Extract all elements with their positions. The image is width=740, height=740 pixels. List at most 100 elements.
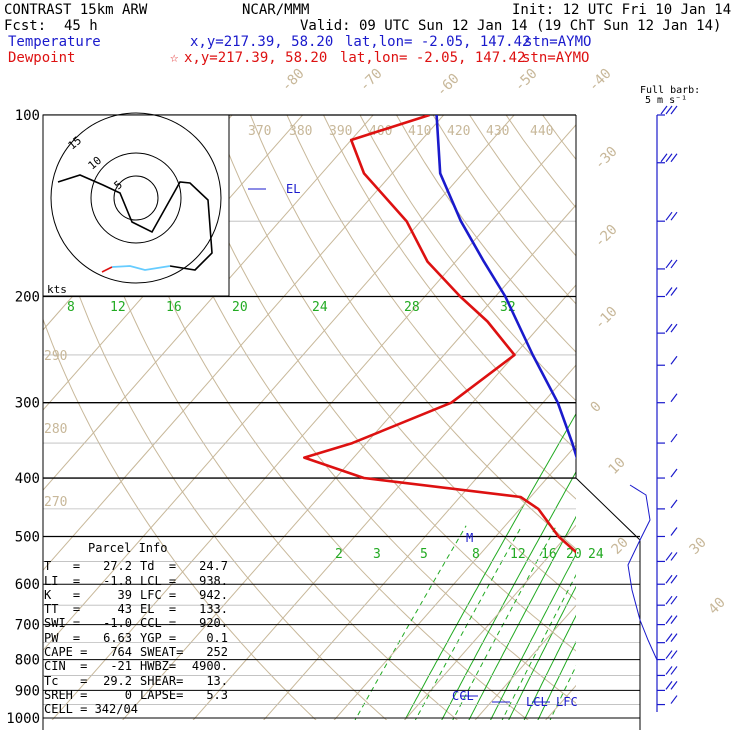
- parcel-info-cell: CAPE =: [44, 645, 88, 660]
- parcel-info-cell: -1.0: [103, 616, 132, 631]
- parcel-info-cell: TT =: [44, 602, 81, 617]
- wind-barb-flag: [670, 527, 678, 536]
- pressure-tick-label: 300: [15, 396, 40, 412]
- parcel-info-cell: K =: [44, 587, 81, 602]
- isotherm-label: 20: [609, 535, 632, 558]
- dry-adiabat-line: [140, 115, 576, 704]
- mixing-ratio-line: [414, 525, 523, 720]
- mixing-ratio-line: [354, 525, 467, 720]
- wind-barb-flag: [670, 355, 678, 365]
- temperature-legend: Temperature: [8, 34, 101, 50]
- init-time: Init: 12 UTC Fri 10 Jan 14: [512, 2, 732, 18]
- sounding-series: [302, 115, 576, 554]
- dry-adiabat-line: [396, 115, 576, 353]
- wind-barb-flag: [670, 595, 678, 605]
- wind-barb-flag: [670, 633, 678, 643]
- dry-adiabat-line: [250, 115, 576, 550]
- parcel-info-cell: 942.: [199, 587, 228, 602]
- wind-barb-flag: [665, 287, 673, 296]
- isotherm-line: [192, 284, 576, 720]
- wind-barb-flag: [670, 650, 678, 659]
- mixing-ratio-line: [667, 526, 740, 731]
- wind-barb-flag: [665, 574, 673, 584]
- parcel-info-cell: 0.1: [206, 630, 228, 645]
- wind-barb-flag: [670, 574, 678, 584]
- valid-time: Valid: 09 UTC Sun 12 Jan 14 (19 ChT Sun …: [300, 18, 722, 34]
- parcel-info-cell: Td =: [140, 559, 177, 574]
- parcel-info-panel: Parcel Info T = 27.2 Td = 24.7 LI = -1.8 LCL =…: [44, 541, 244, 717]
- parcel-info-cell: LI =: [44, 573, 81, 588]
- parcel-info-cell: HWBZ=: [140, 659, 177, 674]
- dry-adiabat-line: [359, 115, 576, 402]
- parcel-info-cell: PW =: [44, 630, 81, 645]
- mixing-ratio-label: 12: [110, 300, 126, 315]
- dry-adiabat-line: [505, 115, 576, 209]
- wind-barb-flag: [670, 433, 678, 443]
- theta-label: 280: [44, 422, 67, 437]
- isotherm-line: [333, 444, 576, 720]
- isotherm-label: -40: [586, 66, 615, 95]
- mixing-ratio-label: 8: [472, 547, 480, 562]
- wind-barb-flag: [670, 552, 678, 561]
- temperature-station: stn=AYMO: [524, 34, 592, 50]
- isotherm-label: -20: [592, 222, 621, 251]
- parcel-info-cell: CELL = 342/04: [44, 702, 138, 717]
- dewpoint-latlon: lat,lon= -2.05, 147.42: [340, 50, 526, 66]
- wind-barb-flag: [670, 323, 678, 333]
- parcel-info-row: SREH = 0 LAPSE= 5.3: [44, 688, 244, 702]
- wind-barb-flag: [665, 153, 673, 163]
- barb-trace: [627, 484, 658, 661]
- mixing-ratio-label: 8: [67, 300, 75, 315]
- parcel-info-cell: 4900.: [191, 659, 228, 674]
- parcel-info-cell: -1.8: [103, 573, 132, 588]
- wind-barb-flag: [670, 666, 678, 675]
- isotherm-line: [607, 102, 740, 731]
- wind-barb-flag: [670, 695, 678, 704]
- wind-barb-flag: [665, 615, 673, 624]
- isotherm-label: -80: [279, 66, 308, 95]
- mixing-ratio-line: [646, 526, 738, 731]
- parcel-info-row: PW = 6.63 YGP = 0.1: [44, 631, 244, 645]
- mixing-ratio-lines: [354, 412, 740, 731]
- parcel-info-cell: LAPSE=: [140, 687, 184, 702]
- pressure-tick-label: 700: [15, 618, 40, 634]
- pressure-tick-label: 500: [15, 529, 40, 545]
- wind-barb-flag: [665, 666, 673, 675]
- wind-barb-flag: [670, 259, 678, 269]
- dry-adiabat-line: [652, 115, 740, 731]
- wind-barb-flag: [670, 105, 678, 115]
- parcel-info-cell: 0: [124, 687, 132, 702]
- mixing-ratio-label: 16: [166, 300, 182, 315]
- moist-adiabat-line: [468, 515, 576, 720]
- moist-adiabat-line: [404, 412, 576, 720]
- parcel-info-cell: 6.63: [103, 630, 132, 645]
- moist-adiabat-line: [490, 553, 576, 720]
- mixing-ratio-line: [452, 525, 557, 720]
- isobars: [42, 114, 641, 730]
- dry-adiabat-line: [725, 115, 740, 731]
- isotherm-label: -10: [592, 304, 621, 333]
- dry-adiabat-line: [323, 115, 576, 451]
- org-label: NCAR/MMM: [242, 2, 310, 18]
- fcst-label: Fcst:: [4, 18, 47, 34]
- wind-barb-flag: [670, 499, 678, 509]
- mixing-ratio-label: 20: [566, 547, 582, 562]
- parcel-info-cell: SWEAT=: [140, 645, 184, 660]
- mixing-ratio-label: 28: [404, 300, 420, 315]
- dry-adiabat-line: [579, 115, 740, 731]
- parcel-info-cell: 252: [206, 645, 228, 660]
- wind-barb-flag: [665, 211, 673, 221]
- dewpoint-line: [302, 115, 576, 554]
- level-label: EL: [286, 182, 300, 196]
- theta-label: 290: [44, 349, 67, 364]
- isotherm-line: [474, 604, 576, 720]
- isotherm-label: 0: [588, 399, 605, 416]
- model-title: CONTRAST 15km ARW: [4, 2, 148, 18]
- pressure-tick-label: 400: [15, 471, 40, 487]
- parcel-info-cell: SHEAR=: [140, 673, 184, 688]
- moist-adiabat-line: [441, 470, 576, 720]
- mixing-ratio-label: 2: [335, 547, 343, 562]
- level-label: M: [466, 531, 473, 545]
- mixing-ratio-label: 3: [373, 547, 381, 562]
